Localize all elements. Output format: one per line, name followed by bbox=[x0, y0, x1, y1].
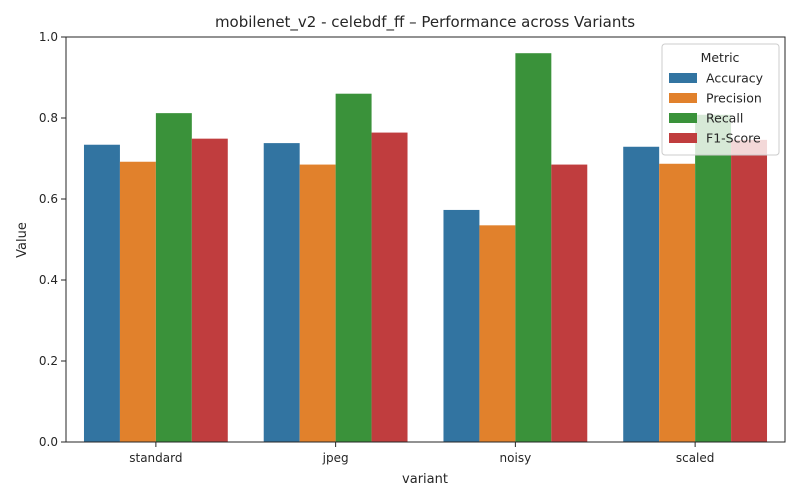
bar-precision-noisy bbox=[479, 225, 516, 442]
bars-group bbox=[83, 53, 768, 443]
legend-label: F1-Score bbox=[706, 131, 761, 146]
bar-f1-score-jpeg bbox=[371, 132, 408, 442]
bar-accuracy-scaled bbox=[623, 146, 660, 442]
x-tick-label: scaled bbox=[676, 451, 715, 465]
bar-precision-standard bbox=[119, 161, 156, 443]
bar-recall-noisy bbox=[515, 53, 552, 442]
bar-recall-scaled bbox=[695, 114, 732, 442]
y-tick-label: 0.4 bbox=[39, 273, 58, 287]
legend-swatch bbox=[669, 113, 697, 123]
y-tick-label: 1.0 bbox=[39, 30, 58, 44]
x-axis-label: variant bbox=[402, 472, 448, 487]
y-tick-label: 0.2 bbox=[39, 354, 58, 368]
y-tick-label: 0.6 bbox=[39, 192, 58, 206]
legend-label: Precision bbox=[706, 91, 762, 106]
bar-recall-standard bbox=[155, 113, 192, 442]
legend-swatch bbox=[669, 93, 697, 103]
legend-box bbox=[661, 43, 780, 156]
legend-swatch bbox=[669, 73, 697, 83]
x-tick-label: noisy bbox=[500, 451, 532, 465]
legend: Metric Accuracy Precision Recall F1-Score bbox=[661, 43, 780, 156]
bar-precision-scaled bbox=[659, 163, 696, 442]
y-axis-label: Value bbox=[15, 222, 30, 258]
bar-accuracy-jpeg bbox=[263, 143, 300, 443]
bar-f1-score-scaled bbox=[731, 139, 768, 442]
legend-label: Accuracy bbox=[706, 71, 764, 86]
legend-swatch bbox=[669, 133, 697, 143]
x-tick-label: jpeg bbox=[322, 451, 349, 465]
chart-title: mobilenet_v2 - celebdf_ff – Performance … bbox=[215, 13, 635, 32]
bar-accuracy-standard bbox=[83, 144, 120, 443]
legend-label: Recall bbox=[706, 111, 743, 126]
bar-f1-score-noisy bbox=[551, 164, 588, 442]
bar-f1-score-standard bbox=[191, 138, 228, 442]
bar-recall-jpeg bbox=[335, 93, 372, 442]
plot-frame bbox=[65, 36, 786, 443]
x-tick-label: standard bbox=[129, 451, 182, 465]
y-tick-label: 0.8 bbox=[39, 111, 58, 125]
bar-precision-jpeg bbox=[299, 164, 336, 442]
y-axis-ticks: 0.0 0.2 0.4 0.6 0.8 1.0 bbox=[39, 30, 66, 449]
bar-accuracy-noisy bbox=[443, 209, 480, 442]
y-tick-label: 0.0 bbox=[39, 435, 58, 449]
legend-items: Accuracy Precision Recall F1-Score bbox=[669, 71, 764, 146]
legend-title: Metric bbox=[701, 50, 740, 65]
x-axis-ticks: standard jpeg noisy scaled bbox=[129, 442, 714, 465]
